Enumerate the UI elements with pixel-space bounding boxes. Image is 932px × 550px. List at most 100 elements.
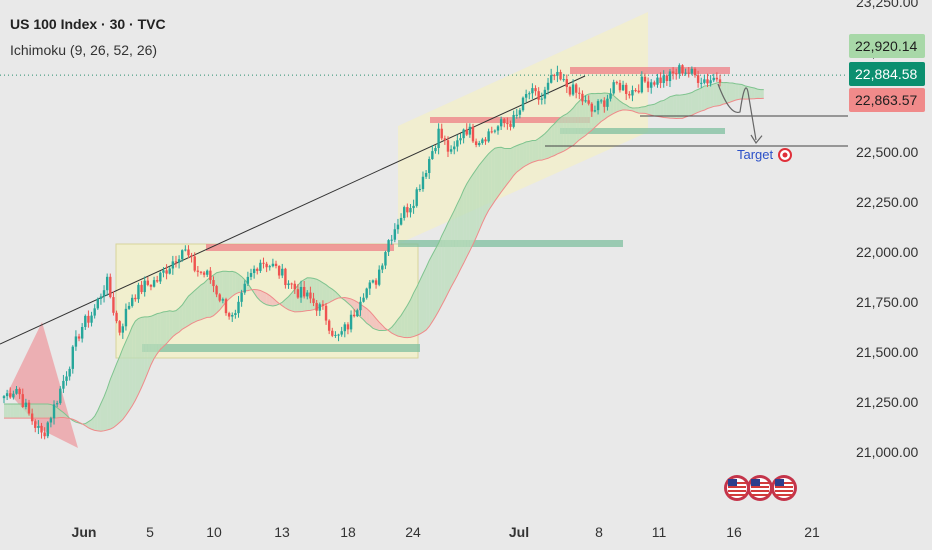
cloud-segment — [207, 277, 211, 318]
candle-body — [625, 84, 628, 94]
time-tick-label: Jun — [72, 524, 97, 540]
candle-body — [15, 388, 18, 394]
us-flag-icon[interactable] — [724, 475, 750, 501]
candle-body — [171, 261, 175, 269]
candle-body — [690, 68, 694, 74]
cloud-segment — [232, 271, 236, 297]
candle-body — [181, 250, 184, 260]
candle-body — [68, 368, 71, 377]
flag-stripe — [751, 490, 769, 492]
us-flag-icon[interactable] — [747, 475, 773, 501]
price-badge[interactable]: 22,884.58 — [849, 62, 925, 86]
candle-body — [46, 422, 49, 437]
price-tick-label: 21,250.00 — [856, 394, 918, 410]
cloud-segment — [138, 317, 142, 395]
candle-body — [553, 75, 556, 77]
cloud-segment — [175, 308, 180, 335]
candle-body — [5, 393, 9, 397]
candle-body — [637, 90, 640, 93]
candle-body — [324, 305, 328, 321]
cloud-segment — [254, 289, 258, 298]
candle-body — [146, 280, 150, 285]
candle-body — [537, 91, 540, 100]
cloud-segment — [601, 93, 605, 122]
candle-body — [243, 283, 246, 293]
cloud-segment — [560, 115, 564, 153]
cloud-segment — [119, 348, 123, 423]
candle-body — [571, 84, 575, 95]
candle-body — [284, 268, 287, 286]
candle-body — [340, 331, 343, 335]
price-tick-label: 21,000.00 — [856, 444, 918, 460]
candle-body — [693, 68, 697, 76]
cloud-segment — [97, 403, 101, 432]
cloud-segment — [682, 94, 686, 119]
candle-body — [456, 140, 459, 147]
cloud-span-a — [4, 81, 764, 425]
candle-body — [678, 65, 681, 74]
price-tick-label: 23,250.00 — [856, 0, 918, 10]
candle-body — [418, 189, 422, 191]
cloud-segment — [638, 106, 642, 114]
candle-body — [634, 90, 637, 92]
candle-body — [524, 94, 528, 98]
target-label[interactable]: Target — [737, 147, 774, 162]
cloud-segment — [566, 111, 570, 150]
cloud-segment — [160, 311, 164, 350]
time-tick-label: 24 — [405, 524, 421, 540]
candle-body — [512, 114, 515, 127]
candle-body — [568, 87, 572, 95]
us-flag-icon[interactable] — [771, 475, 797, 501]
price-tick-label: 22,250.00 — [856, 194, 918, 210]
time-tick-label: Jul — [509, 524, 529, 540]
candle-body — [187, 249, 190, 256]
support-zone-2 — [398, 240, 623, 247]
cloud-segment — [666, 96, 670, 119]
cloud-segment — [188, 293, 192, 326]
cloud-segment — [757, 89, 761, 99]
cloud-segment — [10, 403, 14, 419]
cloud-segment — [447, 216, 452, 294]
candle-body — [21, 394, 24, 407]
indicator-legend[interactable]: Ichimoku (9, 26, 52, 26) — [10, 42, 158, 58]
candle-body — [346, 324, 350, 330]
cloud-segment — [307, 277, 311, 311]
candle-body — [371, 280, 375, 283]
candle-body — [337, 334, 340, 336]
cloud-segment — [557, 117, 561, 154]
cloud-segment — [519, 143, 524, 170]
candle-body — [618, 82, 622, 91]
cloud-segment — [410, 292, 414, 338]
candle-body — [299, 286, 303, 298]
cloud-segment — [44, 403, 48, 419]
cloud-segment — [651, 104, 655, 117]
price-badge[interactable]: 22,863.57 — [849, 88, 925, 112]
candle-body — [156, 280, 159, 282]
cloud-segment — [163, 311, 167, 347]
candle-body — [387, 240, 390, 253]
cloud-segment — [116, 356, 120, 426]
price-tick-label: 21,750.00 — [856, 294, 918, 310]
candle-body — [246, 276, 250, 284]
candle-body — [90, 315, 93, 323]
cloud-segment — [57, 407, 61, 418]
cloud-segment — [166, 310, 170, 344]
price-badge[interactable]: 22,920.14 — [849, 34, 925, 58]
candle-body — [471, 126, 475, 142]
projection-path[interactable] — [717, 83, 757, 141]
cloud-segment — [235, 272, 239, 295]
candle-body — [55, 403, 59, 405]
cloud-segment — [751, 87, 755, 99]
candle-body — [578, 92, 581, 94]
chart-title[interactable]: US 100 Index · 30 · TVC — [10, 16, 166, 32]
cloud-segment — [266, 293, 270, 306]
candle-body — [718, 79, 722, 83]
cloud-segment — [644, 105, 649, 115]
candle-body — [356, 310, 359, 317]
cloud-segment — [432, 248, 436, 322]
candle-body — [534, 88, 537, 92]
price-tick-label: 21,500.00 — [856, 344, 918, 360]
cloud-segment — [498, 147, 502, 197]
cloud-segment — [635, 107, 639, 114]
